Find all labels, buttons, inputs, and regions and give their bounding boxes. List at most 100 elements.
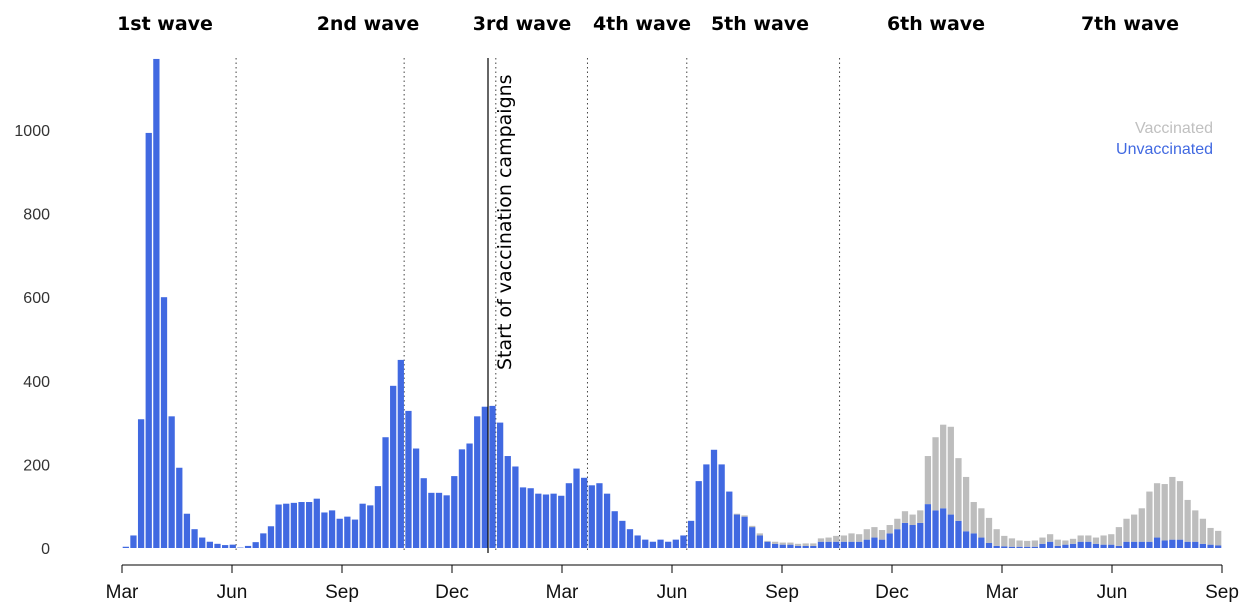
bar-vaccinated [1085,535,1092,542]
bar-vaccinated [802,543,809,546]
bar-vaccinated [741,515,748,517]
bar-vaccinated [1001,535,1008,547]
bar-unvaccinated [764,541,771,548]
bar-unvaccinated [176,467,183,548]
bar-vaccinated [1046,534,1054,542]
bar-unvaccinated [978,537,985,548]
bar-unvaccinated [581,477,588,548]
bar-unvaccinated [382,437,389,548]
bar-unvaccinated [519,487,527,548]
bar-vaccinated [932,437,939,511]
bar-unvaccinated [206,541,213,548]
bar-vaccinated [970,502,977,534]
bar-unvaccinated [221,545,229,548]
bar-vaccinated [1008,538,1016,547]
bar-vaccinated [756,533,763,536]
x-tick-label: Mar [106,582,139,603]
bar-unvaccinated [435,492,443,548]
bar-vaccinated [1207,527,1214,545]
bar-unvaccinated [649,541,657,548]
bar-unvaccinated [1031,546,1038,548]
bar-vaccinated [909,514,916,526]
bar-vaccinated [955,458,962,521]
bar-unvaccinated [1039,543,1046,548]
bar-unvaccinated [626,529,634,548]
bar-unvaccinated [718,464,725,548]
bar-unvaccinated [1085,541,1092,548]
bar-vaccinated [1123,518,1130,542]
bar-vaccinated [1100,535,1107,545]
bar-unvaccinated [573,468,580,548]
wave-label-1: 1st wave [117,13,213,35]
bar-unvaccinated [283,503,290,548]
bar-unvaccinated [474,416,481,548]
bar-unvaccinated [565,483,573,548]
bar-unvaccinated [947,514,954,548]
bar-vaccinated [901,511,909,523]
bar-unvaccinated [932,510,939,548]
bar-unvaccinated [886,533,893,548]
bar-unvaccinated [1131,541,1138,548]
bar-vaccinated [1115,527,1123,546]
legend: Vaccinated Unvaccinated [1116,120,1213,158]
bar-unvaccinated [833,541,840,548]
bar-unvaccinated [1199,543,1207,548]
bar-unvaccinated [466,443,473,548]
bar-unvaccinated [1146,541,1153,548]
bar-unvaccinated [451,476,458,548]
bar-unvaccinated [504,456,511,548]
bar-vaccinated [1176,481,1184,540]
bar-unvaccinated [817,541,825,548]
bar-unvaccinated [810,545,817,548]
bar-unvaccinated [962,531,970,548]
bar-vaccinated [1024,540,1031,547]
bar-unvaccinated [344,516,351,548]
bar-unvaccinated [611,511,618,548]
bar-unvaccinated [428,492,435,548]
bar-unvaccinated [542,494,550,548]
bar-unvaccinated [298,502,305,548]
bar-unvaccinated [665,541,672,548]
bar-unvaccinated [199,537,206,548]
bar-unvaccinated [328,510,336,548]
x-tick-label: Jun [1097,582,1128,603]
bar-unvaccinated [1069,543,1077,548]
bar-vaccinated [810,543,817,546]
y-tick-label: 400 [23,374,50,391]
bar-unvaccinated [901,522,909,548]
bar-vaccinated [993,529,1000,546]
bar-unvaccinated [779,544,786,548]
bar-vaccinated [817,538,825,542]
bar-vaccinated [794,543,802,546]
bar-unvaccinated [894,529,901,548]
bar-unvaccinated [771,543,779,548]
bar-unvaccinated [267,526,275,548]
bar-unvaccinated [153,58,160,548]
bar-unvaccinated [955,520,962,548]
bar-unvaccinated [1024,546,1031,548]
bar-unvaccinated [695,481,702,548]
bar-unvaccinated [374,486,382,548]
y-tick-label: 200 [23,457,50,474]
bar-unvaccinated [970,533,977,548]
bar-vaccinated [1077,535,1084,542]
bar-unvaccinated [130,535,137,548]
wave-label-7: 7th wave [1081,13,1179,35]
bar-unvaccinated [794,545,802,548]
bar-vaccinated [878,530,886,540]
bar-unvaccinated [481,406,488,548]
bar-unvaccinated [863,539,870,548]
bar-unvaccinated [840,541,848,548]
bar-unvaccinated [787,544,794,548]
x-tick-label: Sep [765,582,799,603]
bar-unvaccinated [367,505,374,548]
bar-unvaccinated [710,449,718,548]
bar-vaccinated [1161,484,1168,541]
bar-unvaccinated [137,419,145,548]
wave-label-2: 2nd wave [317,13,420,35]
bar-vaccinated [894,518,901,530]
bar-vaccinated [764,540,771,542]
bar-unvaccinated [1123,541,1130,548]
legend-unvaccinated: Unvaccinated [1116,141,1213,158]
bar-unvaccinated [924,504,932,548]
